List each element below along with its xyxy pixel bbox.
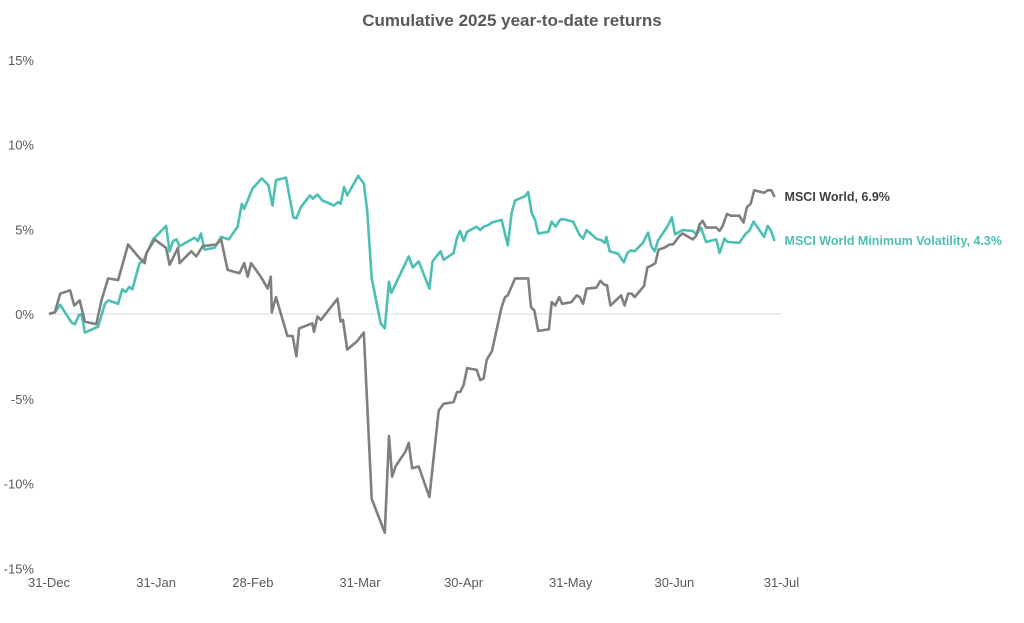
series-line-msci-world-minimum-volatility [48, 174, 776, 334]
x-tick-label: 31-Mar [339, 575, 381, 590]
series-end-label: MSCI World Minimum Volatility, 4.3% [785, 234, 1002, 248]
x-axis: 31-Dec 31-Jan 28-Feb 31-Mar 30-Apr 31-May 30-J… [28, 575, 799, 590]
y-tick-label: 15% [8, 53, 34, 68]
y-axis: 15% 10% 5% 0% -5% -10% -15% [4, 53, 35, 577]
x-tick-label: 31-Jan [136, 575, 176, 590]
x-tick-label: 28-Feb [232, 575, 273, 590]
chart-title: Cumulative 2025 year-to-date returns [362, 11, 662, 30]
series-line-msci-world [48, 189, 776, 535]
series-group [48, 174, 776, 535]
y-tick-label: 0% [15, 307, 34, 322]
y-tick-label: -15% [4, 561, 35, 576]
y-tick-label: 5% [15, 222, 34, 237]
x-tick-label: 31-Jul [764, 575, 800, 590]
y-tick-label: 10% [8, 138, 34, 153]
series-end-label: MSCI World, 6.9% [785, 190, 890, 204]
x-tick-label: 31-May [549, 575, 593, 590]
x-tick-label: 31-Dec [28, 575, 70, 590]
series-labels: MSCI World, 6.9% MSCI World Minimum Volat… [785, 190, 1002, 248]
x-tick-label: 30-Jun [654, 575, 694, 590]
y-tick-label: -10% [4, 477, 35, 492]
x-tick-label: 30-Apr [444, 575, 484, 590]
y-tick-label: -5% [11, 392, 35, 407]
